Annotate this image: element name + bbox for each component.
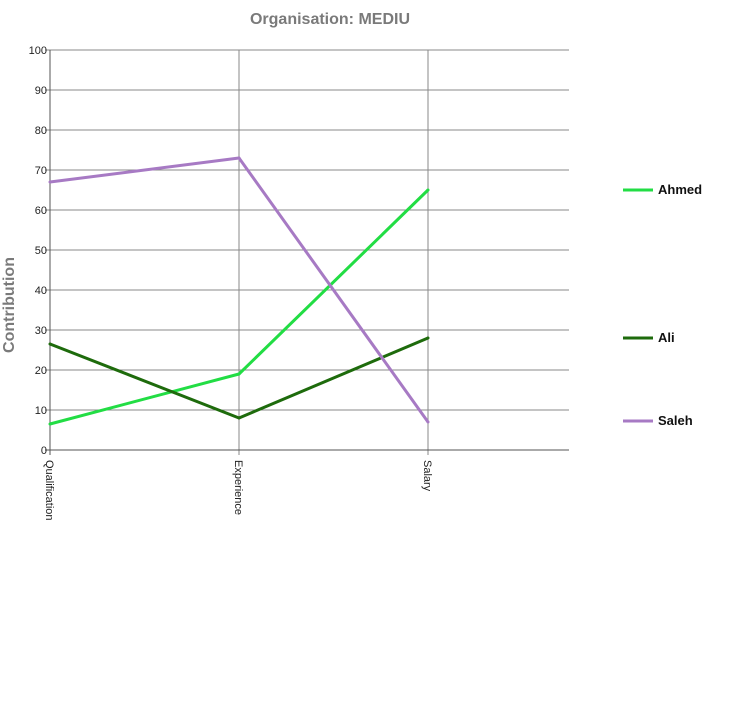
legend-label-saleh: Saleh	[658, 413, 693, 428]
data-point-saleh	[426, 420, 430, 424]
y-tick-label: 40	[35, 285, 47, 297]
data-point-ali	[237, 416, 241, 420]
y-tick-label: 20	[35, 365, 47, 377]
y-tick-label: 80	[35, 125, 47, 137]
data-point-ahmed	[237, 372, 241, 376]
legend: Ahmed Ali Saleh	[623, 182, 702, 428]
x-axis-ticks: Qualification Experience Salary	[43, 460, 433, 521]
y-tick-label: 10	[35, 405, 47, 417]
y-tick-label: 100	[29, 45, 47, 57]
y-tick-label: 0	[41, 445, 47, 457]
data-point-ahmed	[426, 188, 430, 192]
grid	[45, 49, 569, 455]
data-point-ahmed	[48, 422, 52, 426]
x-tick-label: Experience	[232, 460, 244, 515]
x-tick-label: Qualification	[43, 460, 55, 521]
series-lines	[48, 156, 430, 426]
x-tick-label: Salary	[421, 460, 433, 492]
y-tick-label: 90	[35, 85, 47, 97]
y-axis-label: Contribution	[1, 257, 18, 353]
chart-title: Organisation: MEDIU	[250, 11, 410, 28]
y-tick-label: 30	[35, 325, 47, 337]
data-point-saleh	[48, 180, 52, 184]
y-axis-ticks: 0 10 20 30 40 50 60 70 80 90 100	[29, 45, 47, 457]
legend-label-ahmed: Ahmed	[658, 182, 702, 197]
data-point-ali	[426, 336, 430, 340]
y-tick-label: 50	[35, 245, 47, 257]
y-tick-label: 70	[35, 165, 47, 177]
legend-label-ali: Ali	[658, 330, 675, 345]
y-tick-label: 60	[35, 205, 47, 217]
data-point-ali	[48, 342, 52, 346]
data-point-saleh	[237, 156, 241, 160]
